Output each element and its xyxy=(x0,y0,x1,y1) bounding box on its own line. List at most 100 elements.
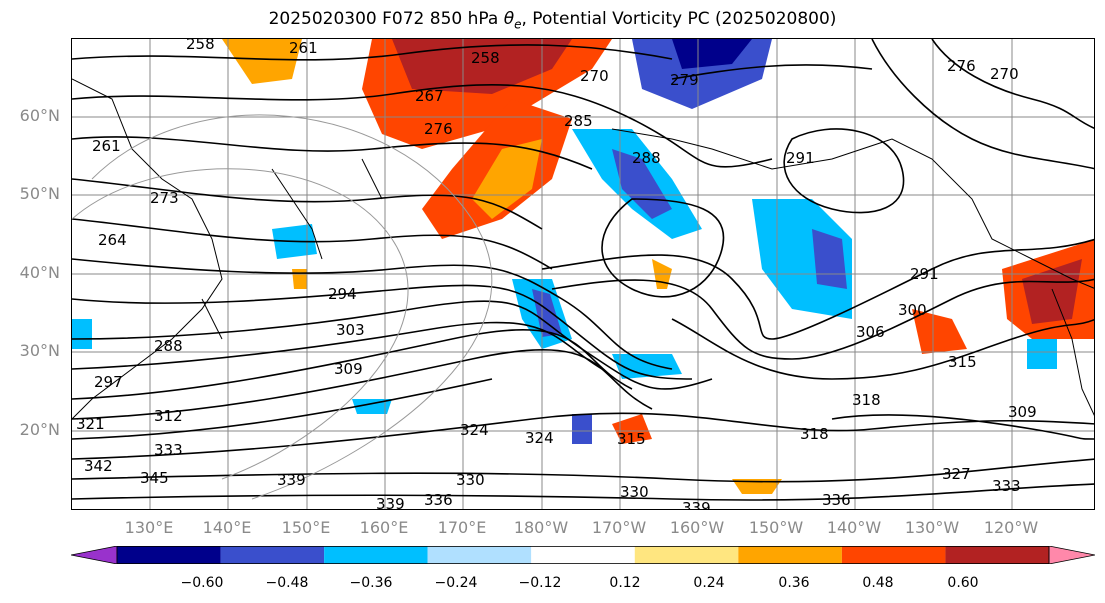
pv-positive-area xyxy=(732,479,782,494)
colorbar-outline xyxy=(116,546,1050,564)
colorbar-tick: −0.48 xyxy=(265,575,309,591)
pv-negative-area xyxy=(572,414,592,444)
contour-label: 297 xyxy=(94,373,123,391)
graticule xyxy=(72,39,1094,509)
colorbar-tick: −0.60 xyxy=(180,575,224,591)
contour-label: 261 xyxy=(289,39,318,57)
contour-label: 318 xyxy=(852,391,881,409)
contour-label: 270 xyxy=(580,67,609,85)
colorbar-segment xyxy=(324,546,428,564)
contour-label: 279 xyxy=(670,71,699,89)
colorbar-segment xyxy=(945,546,1049,564)
colorbar-tick: 0.48 xyxy=(862,575,894,591)
colorbar-segment xyxy=(220,546,325,564)
contour-label: 324 xyxy=(460,421,489,439)
lon-label: 170°E xyxy=(437,518,487,537)
contour-labels: 258 261 258 270 279 276 270 267 276 285 … xyxy=(76,39,1037,510)
reference-arc xyxy=(72,114,493,500)
contour-label: 258 xyxy=(186,39,215,53)
contour-label: 318 xyxy=(800,425,829,443)
pv-positive-area xyxy=(912,309,967,354)
colorbar-tick: 0.36 xyxy=(778,575,810,591)
contour-label: 339 xyxy=(682,499,711,510)
colorbar-tick: 0.24 xyxy=(693,575,725,591)
colorbar-tick: 0.60 xyxy=(947,575,979,591)
colorbar-extend-max xyxy=(1048,546,1095,564)
chart-title: 2025020300 F072 850 hPa θe, Potential Vo… xyxy=(268,9,837,32)
contour-label: 324 xyxy=(525,429,554,447)
pv-positive-area xyxy=(612,414,652,444)
lat-label: 20°N xyxy=(19,420,60,439)
contour-label: 291 xyxy=(786,149,815,167)
lon-label: 160°W xyxy=(669,518,725,537)
contour-label: 339 xyxy=(277,471,306,489)
contour-label: 267 xyxy=(415,87,444,105)
lon-label: 140°W xyxy=(826,518,882,537)
lat-label: 60°N xyxy=(19,106,60,125)
lon-label: 170°W xyxy=(591,518,647,537)
lat-label: 50°N xyxy=(19,184,60,203)
lon-label: 150°E xyxy=(281,518,331,537)
map-canvas: 258 261 258 270 279 276 270 267 276 285 … xyxy=(72,39,1094,510)
contour-label: 339 xyxy=(376,495,405,510)
contour-label: 330 xyxy=(456,471,485,489)
contour-label: 333 xyxy=(154,441,183,459)
contour-label: 333 xyxy=(992,477,1021,495)
lon-label: 160°E xyxy=(359,518,409,537)
colorbar-segment xyxy=(117,546,221,564)
contour-label: 327 xyxy=(942,465,971,483)
lon-label: 150°W xyxy=(748,518,804,537)
contour-label: 342 xyxy=(84,457,113,475)
contour-label: 309 xyxy=(1008,403,1037,421)
contour-label: 291 xyxy=(910,265,939,283)
contour-label: 294 xyxy=(328,285,357,303)
contour-label: 285 xyxy=(564,112,593,130)
lon-label: 130°W xyxy=(904,518,960,537)
pv-positive-area xyxy=(472,139,542,219)
colorbar-tick: 0.12 xyxy=(609,575,641,591)
contour-label: 303 xyxy=(336,321,365,339)
contour-label: 336 xyxy=(822,491,851,509)
lon-label: 180°W xyxy=(513,518,569,537)
colorbar-segments xyxy=(71,546,1095,564)
colorbar-segment xyxy=(841,546,946,564)
colorbar-segment xyxy=(634,546,739,564)
lon-label: 130°E xyxy=(124,518,174,537)
pv-positive-area xyxy=(222,39,302,84)
pv-negative-area xyxy=(672,39,752,69)
pv-negative-area xyxy=(612,149,672,219)
contour-label: 273 xyxy=(150,189,179,207)
contour-label: 330 xyxy=(620,483,649,501)
colorbar-extend-min xyxy=(71,546,118,564)
colorbar-segment xyxy=(531,546,635,564)
pv-positive-area xyxy=(392,39,572,94)
pv-positive-area xyxy=(1022,259,1082,324)
contour-label: 261 xyxy=(92,137,121,155)
coastlines xyxy=(72,78,1094,420)
contour-label: 336 xyxy=(424,491,453,509)
contour-label: 321 xyxy=(76,415,105,433)
pv-shading xyxy=(72,39,1094,494)
lat-label: 40°N xyxy=(19,263,60,282)
contour-label: 276 xyxy=(424,120,453,138)
lon-label: 140°E xyxy=(202,518,252,537)
pv-negative-area xyxy=(1027,339,1057,369)
contour-label: 345 xyxy=(140,469,169,487)
colorbar-tick: −0.12 xyxy=(518,575,562,591)
contour-label: 306 xyxy=(856,323,885,341)
contour-label: 264 xyxy=(98,231,127,249)
lat-label: 30°N xyxy=(19,341,60,360)
contour-label: 258 xyxy=(471,49,500,67)
colorbar xyxy=(71,546,1095,564)
colorbar-tick: −0.36 xyxy=(349,575,393,591)
contour-label: 315 xyxy=(617,430,646,448)
colorbar-segment xyxy=(738,546,842,564)
pv-positive-area xyxy=(292,269,307,289)
pv-negative-area xyxy=(612,354,682,379)
lon-label: 120°W xyxy=(983,518,1039,537)
colorbar-tick: −0.24 xyxy=(434,575,478,591)
contour-label: 270 xyxy=(990,65,1019,83)
pv-negative-area xyxy=(352,399,392,414)
pv-negative-area xyxy=(532,289,562,337)
contour-label: 288 xyxy=(632,149,661,167)
